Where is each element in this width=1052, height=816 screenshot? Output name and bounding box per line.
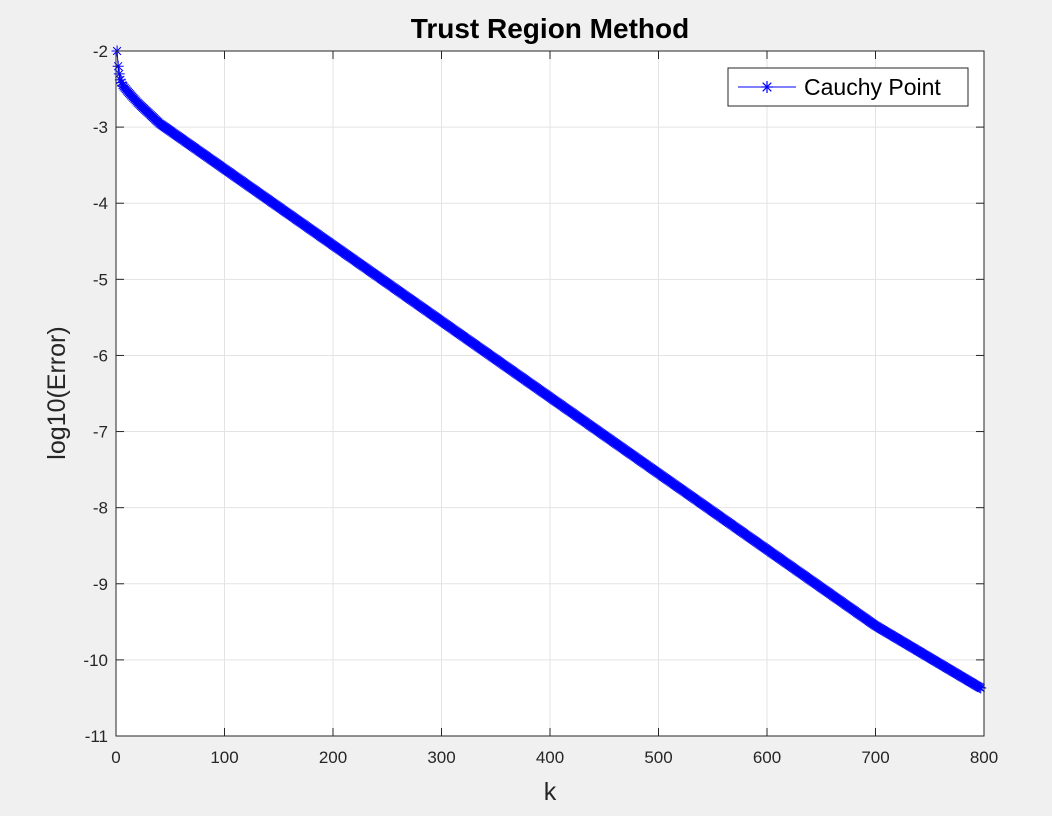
- y-tick-label: -4: [93, 194, 108, 213]
- data-point-marker: [114, 74, 126, 86]
- y-tick-label: -9: [93, 575, 108, 594]
- legend[interactable]: Cauchy Point: [727, 67, 969, 107]
- x-tick-label: 700: [861, 748, 889, 767]
- data-point-marker: [975, 682, 987, 694]
- y-tick-label: -3: [93, 118, 108, 137]
- y-axis-label: log10(Error): [43, 326, 71, 459]
- y-tick-label: -10: [83, 651, 108, 670]
- tick-labels: 0 100 200 300 400 500 600 700 800 -11 -10 -9 -8 -7 -6 -…: [83, 42, 998, 767]
- series-markers-0: [111, 45, 987, 694]
- y-tick-label: -11: [85, 727, 108, 746]
- x-tick-label: 200: [319, 748, 347, 767]
- chart-title: Trust Region Method: [411, 13, 689, 44]
- x-tick-label: 500: [644, 748, 672, 767]
- data-point-marker: [113, 68, 125, 80]
- x-tick-label: 600: [753, 748, 781, 767]
- x-axis-label: k: [544, 778, 557, 806]
- y-tick-label: -6: [93, 346, 108, 365]
- y-tick-label: -7: [93, 423, 108, 442]
- data-point-marker: [115, 77, 127, 89]
- x-tick-label: 100: [210, 748, 238, 767]
- series-layer: [111, 45, 987, 694]
- ticks: [115, 50, 985, 737]
- x-tick-label: 400: [536, 748, 564, 767]
- y-tick-label: -8: [93, 499, 108, 518]
- legend-label: Cauchy Point: [804, 74, 941, 100]
- x-tick-label: 300: [427, 748, 455, 767]
- x-tick-label: 800: [970, 748, 998, 767]
- legend-marker-asterisk-icon: [761, 81, 773, 93]
- x-tick-label: 0: [111, 748, 120, 767]
- y-tick-label: -5: [93, 270, 108, 289]
- data-point-marker: [112, 60, 124, 72]
- y-tick-label: -2: [93, 42, 108, 61]
